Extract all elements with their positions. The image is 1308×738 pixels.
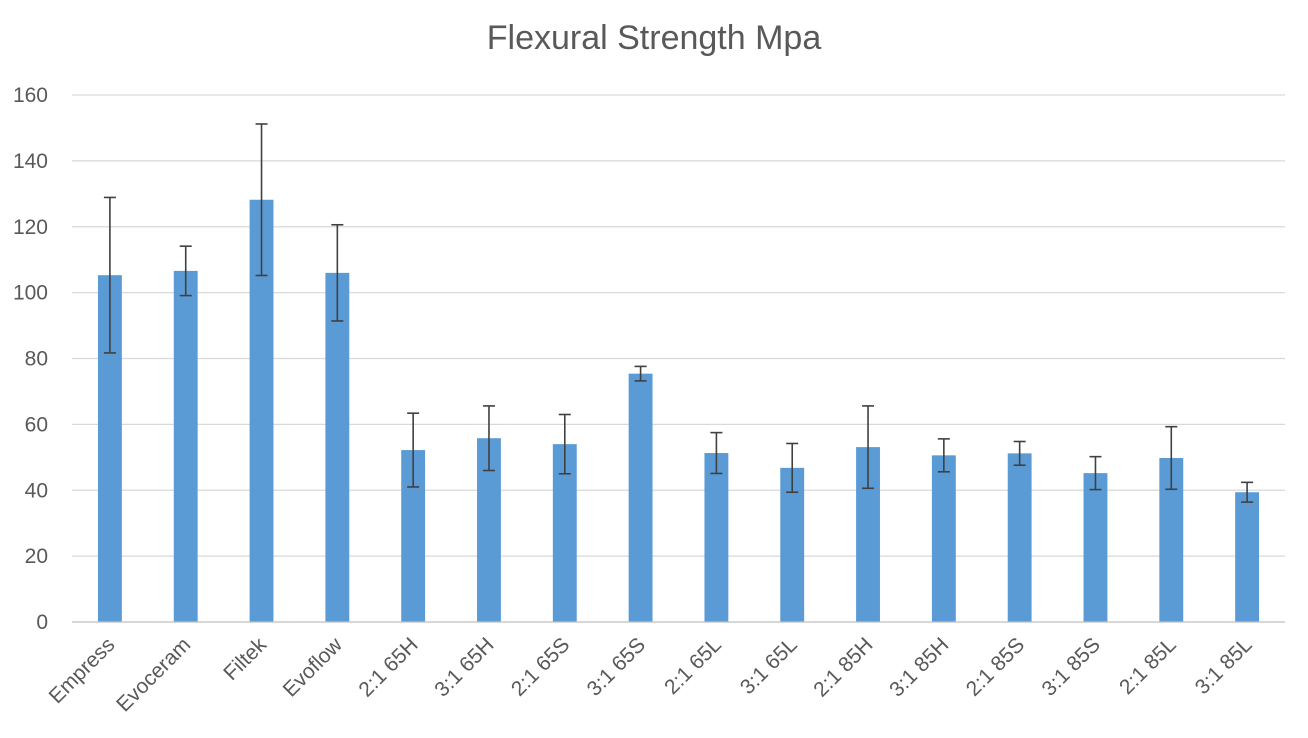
x-tick-label: Empress: [45, 633, 120, 708]
bar: [1235, 492, 1260, 622]
gridlines: [72, 94, 1285, 557]
x-tick-label: Evoceram: [112, 633, 195, 716]
bar: [477, 438, 501, 622]
x-tick-label: 2:1 85S: [962, 633, 1029, 700]
y-tick-label: 80: [25, 348, 48, 371]
bar: [1083, 473, 1108, 622]
bar: [856, 447, 880, 622]
bar: [325, 272, 350, 622]
x-tick-label: Evoflow: [279, 633, 348, 702]
bar: [931, 455, 956, 622]
y-tick-label: 100: [13, 282, 48, 305]
x-tick-label: 2:1 65L: [660, 633, 726, 699]
bar: [780, 467, 805, 622]
x-tick-label: 3:1 85L: [1191, 633, 1257, 699]
bar: [173, 270, 198, 622]
error-bars: [103, 123, 1254, 503]
y-tick-label: 160: [13, 84, 48, 107]
x-tick-label: 3:1 85H: [885, 633, 953, 701]
bar: [1159, 457, 1184, 622]
bar: [97, 275, 122, 622]
chart-title: Flexural Strength Mpa: [487, 19, 822, 57]
y-axis-tick-labels: 0 20 40 60 80 100 120 140 160: [13, 84, 48, 634]
x-tick-label: 2:1 65S: [507, 633, 574, 700]
bar: [704, 453, 729, 622]
y-tick-label: 0: [36, 611, 48, 634]
bar: [552, 444, 577, 622]
bar: [249, 199, 274, 622]
x-tick-label: 3:1 65H: [430, 633, 498, 701]
x-tick-label: 2:1 65H: [354, 633, 422, 701]
y-tick-label: 40: [25, 479, 48, 502]
y-tick-label: 140: [13, 150, 48, 173]
x-tick-label: 2:1 85H: [809, 633, 877, 701]
x-tick-label: Filtek: [219, 633, 271, 685]
x-tick-label: 3:1 65L: [736, 633, 802, 699]
y-tick-label: 20: [25, 545, 48, 568]
x-tick-label: 2:1 85L: [1115, 633, 1181, 699]
bar: [628, 373, 653, 622]
x-tick-label: 3:1 85S: [1038, 633, 1105, 700]
y-tick-label: 120: [13, 216, 48, 239]
bar: [401, 450, 426, 622]
bars: [97, 199, 1260, 622]
y-tick-label: 60: [25, 413, 48, 436]
x-tick-label: 3:1 65S: [583, 633, 650, 700]
bar: [1007, 453, 1032, 622]
